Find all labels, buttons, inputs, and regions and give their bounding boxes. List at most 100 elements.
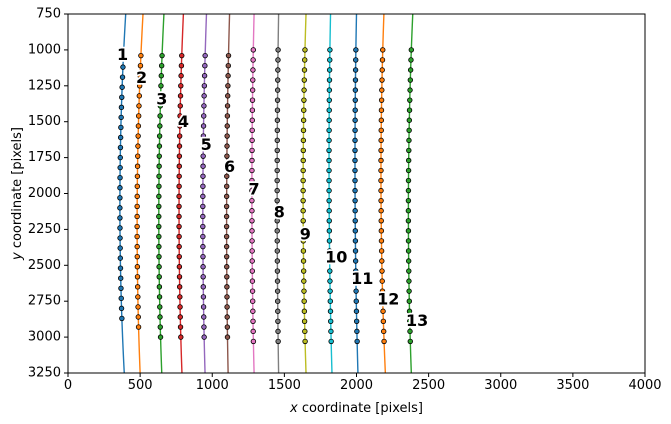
trace-point-9 — [300, 258, 307, 264]
x-tick-label: 1000 — [196, 378, 229, 393]
trace-point-8 — [274, 238, 280, 244]
trace-point-4 — [176, 264, 183, 270]
trace-point-11 — [352, 77, 359, 83]
trace-point-4 — [176, 243, 182, 250]
trace-point-6 — [224, 163, 230, 169]
trace-point-4 — [179, 52, 185, 59]
trace-point-13 — [405, 177, 412, 184]
trace-point-9 — [301, 318, 308, 324]
trace-point-3 — [157, 123, 163, 129]
trace-point-4 — [176, 133, 183, 139]
trace-point-1 — [118, 114, 124, 121]
trace-point-13 — [407, 97, 413, 103]
trace-point-1 — [117, 164, 123, 171]
trace-point-1 — [117, 174, 123, 181]
trace-point-10 — [327, 268, 333, 274]
trace-point-4 — [178, 334, 184, 340]
trace-point-10 — [326, 147, 332, 154]
trace-point-8 — [274, 288, 281, 294]
trace-point-1 — [119, 94, 125, 100]
trace-label-5: 5 — [201, 135, 212, 154]
y-tick-label: 2500 — [28, 258, 61, 273]
trace-point-5 — [202, 52, 208, 59]
trace-point-7 — [249, 147, 255, 154]
trace-point-1 — [117, 195, 123, 201]
trace-point-3 — [157, 113, 163, 119]
trace-point-13 — [407, 67, 414, 73]
y-tick-label: 2250 — [28, 222, 61, 237]
trace-point-11 — [354, 338, 360, 345]
trace-point-13 — [405, 258, 412, 264]
trace-point-3 — [157, 93, 164, 99]
trace-point-4 — [178, 83, 184, 89]
trace-point-3 — [156, 253, 162, 260]
trace-point-6 — [225, 93, 231, 99]
trace-point-8 — [275, 57, 281, 63]
trace-point-11 — [352, 67, 359, 73]
trace-point-7 — [249, 208, 255, 214]
trace-point-1 — [120, 54, 127, 60]
trace-point-9 — [301, 288, 307, 294]
trace-point-6 — [224, 143, 230, 149]
trace-point-9 — [301, 298, 307, 304]
trace-point-10 — [326, 117, 332, 123]
trace-point-9 — [300, 208, 306, 214]
trace-point-1 — [118, 124, 124, 131]
trace-point-9 — [301, 97, 307, 103]
trace-point-10 — [326, 177, 332, 184]
trace-point-3 — [156, 193, 162, 200]
trace-point-2 — [134, 243, 140, 250]
trace-point-3 — [156, 284, 163, 290]
trace-point-12 — [381, 338, 387, 345]
trace-point-6 — [223, 213, 230, 220]
trace-point-1 — [118, 275, 124, 281]
trace-label-9: 9 — [300, 225, 311, 244]
trace-point-2 — [135, 113, 142, 119]
trace-point-1 — [119, 74, 126, 80]
trace-point-12 — [378, 238, 385, 244]
trace-point-10 — [327, 288, 333, 294]
trace-point-5 — [200, 284, 206, 290]
trace-point-5 — [200, 243, 206, 250]
trace-point-11 — [352, 228, 358, 234]
trace-point-3 — [156, 133, 163, 139]
trace-point-12 — [379, 57, 386, 63]
trace-point-6 — [224, 153, 230, 159]
trace-point-5 — [200, 183, 206, 190]
trace-point-2 — [135, 143, 141, 149]
points-layer — [117, 47, 415, 345]
trace-point-13 — [406, 117, 413, 123]
trace-point-6 — [224, 103, 231, 109]
trace-point-8 — [274, 127, 281, 134]
trace-point-11 — [352, 177, 358, 184]
trace-point-6 — [223, 203, 230, 210]
trace-point-5 — [200, 294, 207, 300]
trace-point-9 — [300, 238, 307, 244]
trace-point-13 — [406, 308, 413, 314]
trace-point-12 — [380, 308, 386, 314]
x-tick-label: 1500 — [268, 378, 301, 393]
trace-point-10 — [326, 77, 333, 83]
trace-curve-1 — [119, 14, 127, 373]
trace-point-3 — [156, 143, 163, 149]
x-tick-label: 2000 — [340, 378, 373, 393]
trace-point-6 — [223, 233, 230, 240]
trace-point-6 — [224, 183, 230, 190]
trace-point-13 — [407, 77, 414, 83]
trace-point-11 — [352, 117, 358, 123]
trace-point-10 — [326, 208, 332, 214]
trace-point-12 — [378, 107, 385, 113]
trace-point-2 — [134, 203, 140, 210]
trace-point-7 — [249, 288, 256, 294]
trace-point-8 — [275, 47, 281, 53]
trace-point-8 — [274, 228, 280, 234]
trace-point-8 — [274, 87, 281, 93]
trace-point-13 — [405, 187, 412, 194]
trace-point-5 — [200, 304, 207, 310]
trace-point-10 — [326, 67, 333, 73]
trace-point-4 — [176, 253, 182, 260]
trace-point-2 — [134, 274, 141, 280]
trace-label-1: 1 — [117, 45, 128, 64]
trace-point-6 — [224, 304, 230, 310]
